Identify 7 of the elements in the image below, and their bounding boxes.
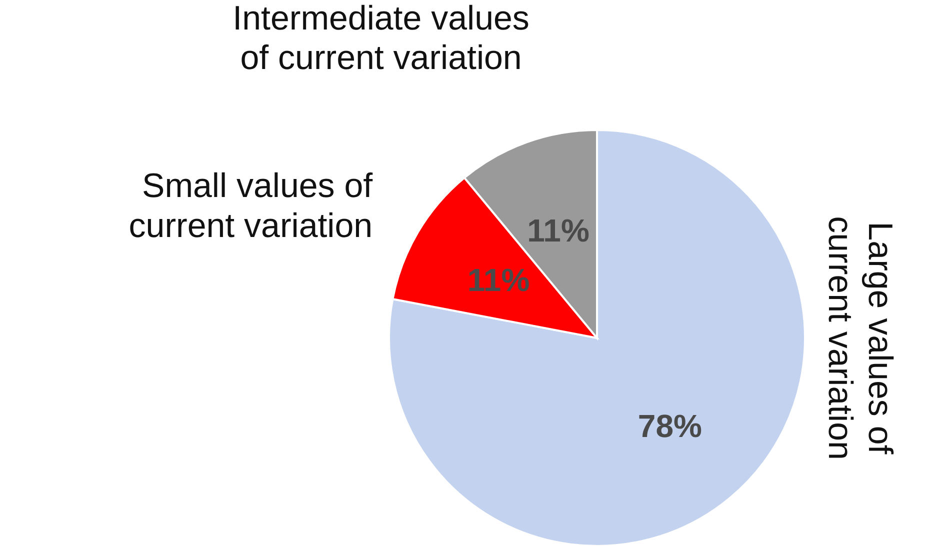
data-label: 11% [467,262,530,298]
pie-slice [388,129,806,546]
data-label: 78% [638,408,702,444]
slice-label: Large values of current variation [821,216,899,460]
slice-label: Intermediate values of current variation [232,0,530,78]
data-label: 11% [527,212,590,248]
slice-label: Small values of current variation [128,166,374,245]
